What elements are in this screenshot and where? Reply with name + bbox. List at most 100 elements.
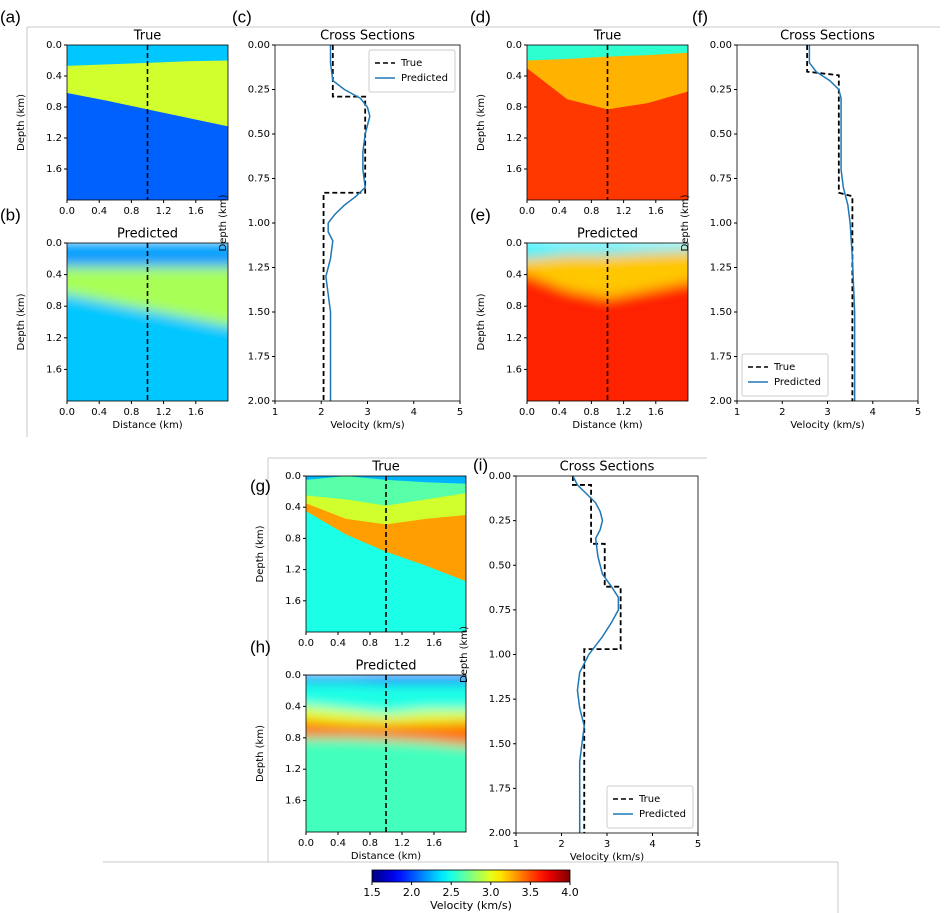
y-axis-label: Depth (km) — [16, 94, 27, 151]
x-tick-label: 1 — [513, 839, 519, 850]
panel-label: (i) — [473, 455, 488, 474]
x-tick-label: 4 — [870, 407, 876, 418]
y-tick-label: 1.75 — [710, 352, 732, 363]
y-axis-label: Depth (km) — [476, 94, 487, 151]
axes-frame — [66, 44, 229, 201]
chart-title: True — [371, 460, 400, 475]
colorbar-tick-label: 4.0 — [561, 886, 579, 899]
y-tick-label: 0.8 — [46, 102, 62, 113]
x-tick-label: 1.2 — [394, 638, 410, 649]
axes-frame — [305, 475, 467, 633]
legend-box — [368, 49, 456, 93]
chart-title: Predicted — [117, 227, 178, 242]
legend-label: True — [638, 794, 660, 805]
y-tick-label: 1.6 — [506, 364, 522, 375]
y-axis-label: Depth (km) — [218, 194, 229, 251]
x-tick-label: 0.0 — [298, 638, 314, 649]
x-tick-label: 0.0 — [519, 407, 535, 418]
y-tick-label: 1.25 — [489, 694, 511, 705]
y-tick-label: 1.2 — [506, 133, 522, 144]
panel-label: (a) — [0, 7, 21, 26]
x-tick-label: 1 — [272, 407, 278, 418]
x-tick-label: 1.6 — [648, 206, 664, 217]
x-tick-label: 0.8 — [123, 407, 139, 418]
y-tick-label: 0.50 — [489, 560, 511, 571]
y-tick-label: 0.4 — [285, 502, 301, 513]
x-tick-label: 4 — [649, 839, 655, 850]
velocity-image — [527, 243, 688, 401]
y-tick-label: 0.0 — [46, 40, 62, 51]
y-tick-label: 0.75 — [248, 174, 270, 185]
y-tick-label: 0.8 — [285, 533, 301, 544]
y-tick-label: 0.0 — [506, 238, 522, 249]
x-tick-label: 1.6 — [188, 206, 204, 217]
y-tick-label: 0.4 — [506, 270, 522, 281]
y-tick-label: 0.50 — [710, 129, 732, 140]
velocity-layer — [306, 511, 466, 632]
legend-label: Predicted — [774, 377, 821, 388]
y-tick-label: 2.00 — [489, 828, 511, 839]
y-tick-label: 0.25 — [489, 516, 511, 527]
y-tick-label: 1.00 — [710, 218, 732, 229]
panel-label: (e) — [470, 205, 491, 224]
x-axis-label: Velocity (km/s) — [570, 852, 644, 863]
y-tick-label: 0.75 — [489, 605, 511, 616]
x-tick-label: 2 — [779, 407, 785, 418]
x-tick-label: 1.6 — [426, 838, 442, 849]
axes-frame — [526, 44, 689, 201]
y-axis-label: Depth (km) — [16, 293, 27, 350]
x-tick-label: 1.2 — [156, 206, 172, 217]
velocity-layer — [306, 737, 466, 832]
x-tick-label: 2 — [558, 839, 564, 850]
panel-label: (d) — [470, 7, 491, 26]
y-tick-label: 0.25 — [710, 85, 732, 96]
panel-label: (c) — [232, 7, 252, 26]
x-axis-label: Distance (km) — [572, 420, 642, 431]
y-tick-label: 0.75 — [710, 174, 732, 185]
y-tick-label: 1.50 — [489, 739, 511, 750]
y-tick-label: 0.0 — [506, 40, 522, 51]
x-axis-label: Distance (km) — [112, 420, 182, 431]
series-line — [322, 45, 367, 401]
y-tick-label: 0.0 — [46, 238, 62, 249]
y-axis-label: Depth (km) — [680, 194, 691, 251]
colorbar — [371, 869, 571, 883]
panel-label: (h) — [250, 637, 271, 656]
velocity-image — [306, 675, 466, 832]
velocity-image — [67, 45, 228, 200]
y-tick-label: 1.2 — [506, 333, 522, 344]
y-tick-label: 1.6 — [46, 164, 62, 175]
y-tick-label: 0.4 — [285, 701, 301, 712]
x-tick-label: 2 — [318, 407, 324, 418]
y-tick-label: 1.25 — [710, 263, 732, 274]
x-tick-label: 0.4 — [91, 206, 107, 217]
axes-frame — [274, 44, 461, 402]
x-tick-label: 0.4 — [551, 206, 567, 217]
y-tick-label: 1.2 — [285, 764, 301, 775]
y-tick-label: 1.2 — [285, 565, 301, 576]
y-tick-label: 1.25 — [248, 263, 270, 274]
x-tick-label: 0.0 — [59, 407, 75, 418]
axes-frame — [515, 475, 699, 834]
y-tick-label: 0.0 — [285, 670, 301, 681]
y-tick-label: 2.00 — [710, 396, 732, 407]
x-tick-label: 3 — [604, 839, 610, 850]
y-axis-label: Depth (km) — [255, 725, 266, 782]
colorbar-tick-label: 2.0 — [403, 886, 421, 899]
x-axis-label: Distance (km) — [351, 851, 421, 862]
y-tick-label: 1.6 — [46, 364, 62, 375]
series-line — [571, 476, 622, 833]
chart-title: True — [133, 29, 162, 44]
x-tick-label: 0.0 — [298, 838, 314, 849]
velocity-layer — [527, 274, 688, 401]
y-tick-label: 0.8 — [506, 301, 522, 312]
axes-frame — [66, 242, 229, 402]
legend-box — [741, 353, 829, 397]
panel-label: (g) — [250, 476, 271, 495]
x-tick-label: 0.4 — [91, 407, 107, 418]
x-tick-label: 4 — [411, 407, 417, 418]
axes-frame — [736, 44, 919, 402]
colorbar-tick-label: 3.0 — [482, 886, 500, 899]
series-line — [806, 45, 854, 401]
x-tick-label: 1.2 — [156, 407, 172, 418]
